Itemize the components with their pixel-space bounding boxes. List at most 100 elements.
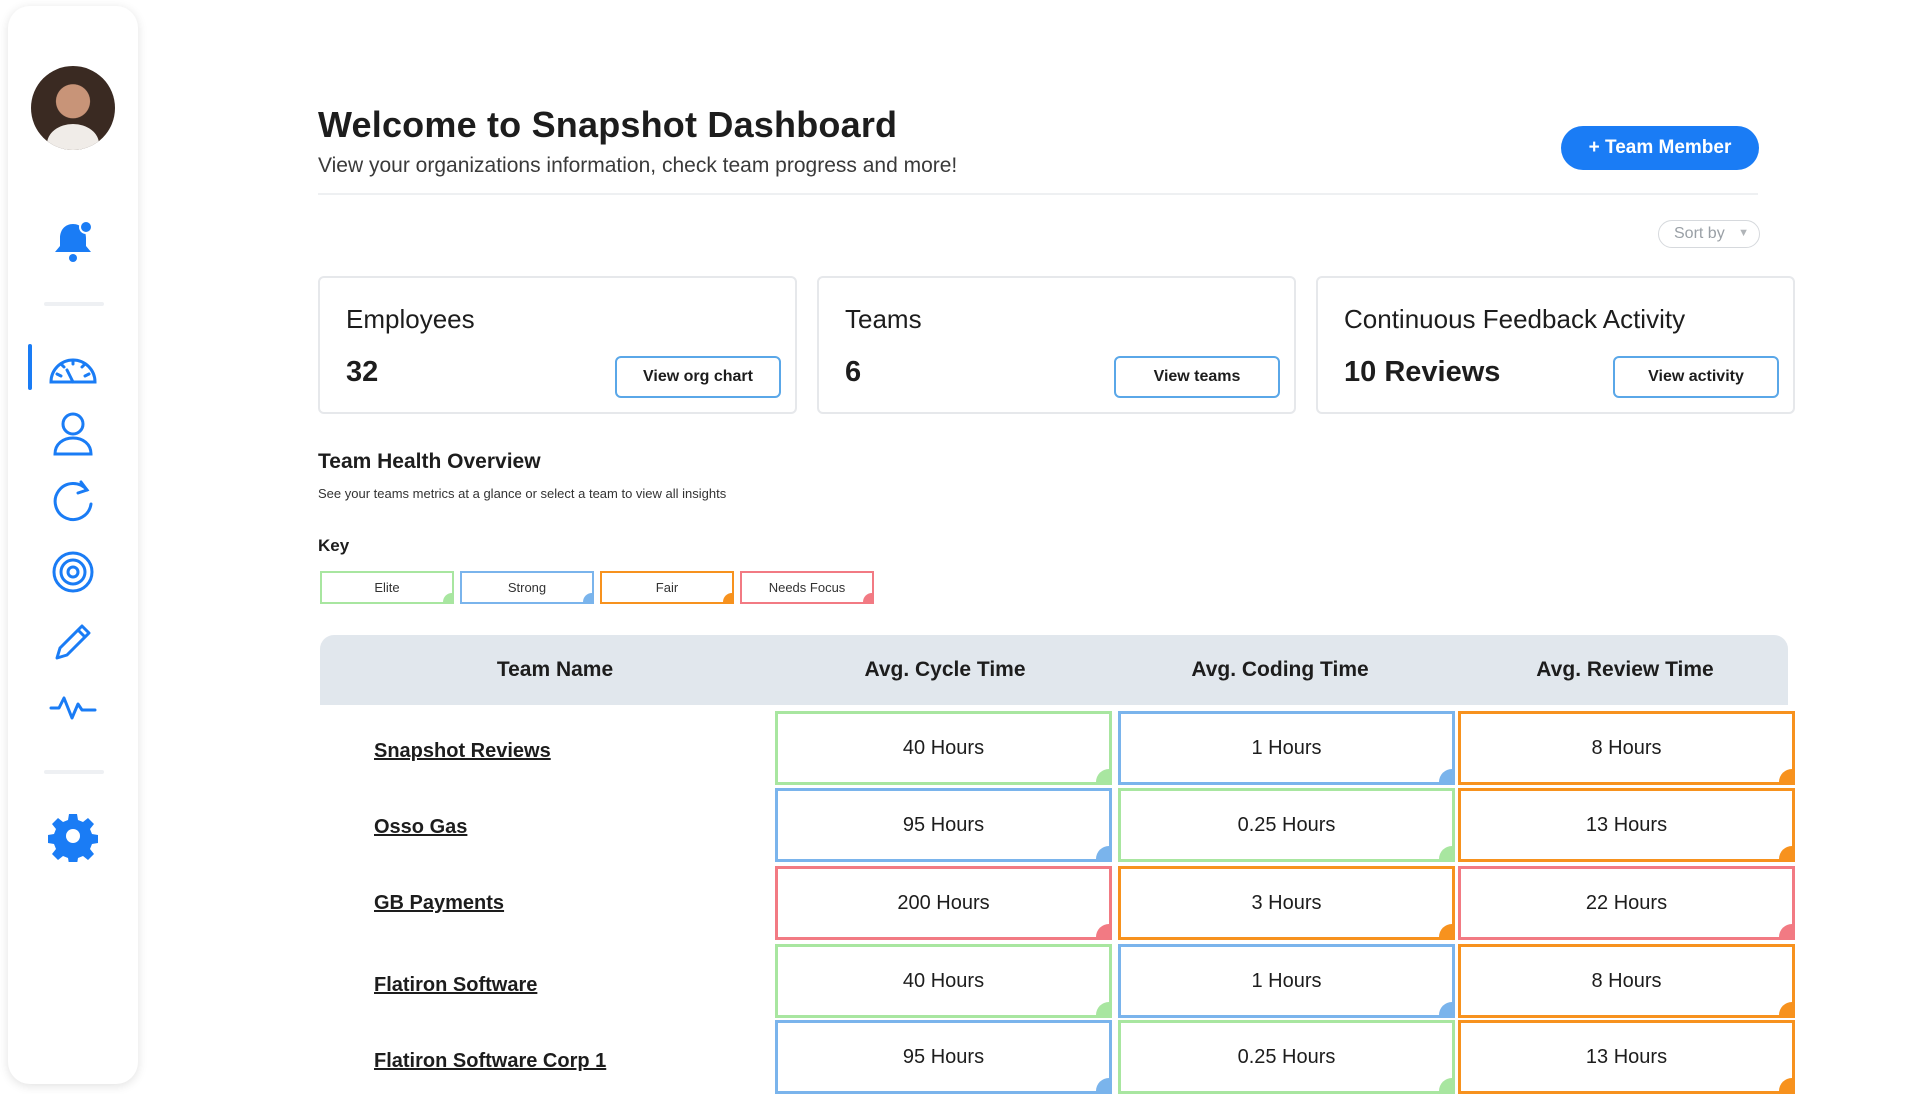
notification-bell-icon[interactable] bbox=[43, 212, 103, 272]
review-time-cell[interactable]: 22 Hours bbox=[1458, 866, 1795, 940]
team-name-link[interactable]: GB Payments bbox=[374, 892, 505, 914]
coding-time-cell[interactable]: 3 Hours bbox=[1118, 866, 1455, 940]
cell-value: 40 Hours bbox=[902, 969, 985, 992]
review-time-cell[interactable]: 8 Hours bbox=[1458, 711, 1795, 785]
level-corner bbox=[1779, 769, 1792, 782]
card-value: 32 bbox=[346, 356, 379, 388]
view-activity-button[interactable]: View activity bbox=[1613, 356, 1779, 398]
level-corner bbox=[1096, 769, 1109, 782]
gear-icon[interactable] bbox=[43, 806, 103, 866]
table-header: Team Name Avg. Cycle Time Avg. Coding Ti… bbox=[320, 635, 1788, 705]
sidebar-divider bbox=[44, 770, 104, 774]
key-chip-label: Needs Focus bbox=[768, 580, 846, 595]
cell-value: 13 Hours bbox=[1585, 1045, 1668, 1068]
cell-value: 8 Hours bbox=[1591, 969, 1662, 992]
level-corner bbox=[1096, 846, 1109, 859]
cell-value: 13 Hours bbox=[1585, 813, 1668, 836]
view-teams-button[interactable]: View teams bbox=[1114, 356, 1280, 398]
page-subtitle: View your organizations information, che… bbox=[318, 154, 958, 177]
column-header[interactable]: Team Name bbox=[496, 658, 614, 681]
sidebar-divider bbox=[44, 302, 104, 306]
column-header[interactable]: Avg. Cycle Time bbox=[864, 658, 1026, 681]
level-corner bbox=[1779, 1002, 1792, 1015]
team-name-link[interactable]: Flatiron Software bbox=[374, 974, 538, 996]
coding-time-cell[interactable]: 1 Hours bbox=[1118, 711, 1455, 785]
cycle-time-cell[interactable]: 95 Hours bbox=[775, 1020, 1112, 1094]
cycle-time-cell[interactable]: 95 Hours bbox=[775, 788, 1112, 862]
level-corner bbox=[1096, 1002, 1109, 1015]
team-name-link[interactable]: Flatiron Software Corp 1 bbox=[374, 1050, 607, 1072]
key-chip-elite: Elite bbox=[320, 571, 454, 604]
level-corner bbox=[1779, 924, 1792, 937]
level-corner bbox=[1779, 1078, 1792, 1091]
key-chip-label: Fair bbox=[655, 580, 679, 595]
review-time-cell[interactable]: 13 Hours bbox=[1458, 788, 1795, 862]
avatar[interactable] bbox=[31, 66, 115, 150]
key-chip-needs-focus: Needs Focus bbox=[740, 571, 874, 604]
pencil-icon[interactable] bbox=[43, 612, 103, 672]
cell-value: 0.25 Hours bbox=[1237, 813, 1336, 836]
add-team-member-button[interactable]: + Team Member bbox=[1561, 126, 1759, 170]
page-title: Welcome to Snapshot Dashboard bbox=[318, 104, 898, 145]
chevron-down-icon: ▼ bbox=[1738, 227, 1749, 239]
dashboard-gauge-icon[interactable] bbox=[43, 338, 103, 398]
level-corner bbox=[1439, 1078, 1452, 1091]
level-corner bbox=[1439, 846, 1452, 859]
card-value: 6 bbox=[845, 356, 862, 388]
key-chip-strong: Strong bbox=[460, 571, 594, 604]
level-corner bbox=[1439, 1002, 1452, 1015]
level-corner bbox=[1779, 846, 1792, 859]
teams-card: Teams 6 View teams bbox=[817, 276, 1296, 414]
coding-time-cell[interactable]: 0.25 Hours bbox=[1118, 1020, 1455, 1094]
sort-by-label: Sort by bbox=[1674, 225, 1725, 242]
key-chip-fair: Fair bbox=[600, 571, 734, 604]
cycle-time-cell[interactable]: 40 Hours bbox=[775, 711, 1112, 785]
coding-time-cell[interactable]: 1 Hours bbox=[1118, 944, 1455, 1018]
team-name-link[interactable]: Snapshot Reviews bbox=[374, 740, 551, 762]
column-header[interactable]: Avg. Review Time bbox=[1536, 658, 1714, 681]
employees-card: Employees 32 View org chart bbox=[318, 276, 797, 414]
level-corner bbox=[443, 593, 452, 602]
level-corner bbox=[583, 593, 592, 602]
cell-value: 3 Hours bbox=[1251, 891, 1322, 914]
coding-time-cell[interactable]: 0.25 Hours bbox=[1118, 788, 1455, 862]
column-header[interactable]: Avg. Coding Time bbox=[1191, 658, 1369, 681]
level-corner bbox=[1096, 924, 1109, 937]
user-icon[interactable] bbox=[43, 404, 103, 464]
active-indicator bbox=[28, 344, 32, 390]
section-subtitle: See your teams metrics at a glance or se… bbox=[318, 486, 727, 501]
cell-value: 22 Hours bbox=[1585, 891, 1668, 914]
sort-by-select[interactable]: Sort by ▼ bbox=[1658, 220, 1760, 248]
level-corner bbox=[1096, 1078, 1109, 1091]
card-label: Teams bbox=[845, 304, 922, 334]
feedback-activity-card: Continuous Feedback Activity 10 Reviews … bbox=[1316, 276, 1795, 414]
key-chip-label: Strong bbox=[507, 580, 547, 595]
card-label: Continuous Feedback Activity bbox=[1344, 304, 1686, 334]
section-title: Team Health Overview bbox=[318, 450, 541, 473]
team-name-link[interactable]: Osso Gas bbox=[374, 816, 468, 838]
key-chip-label: Elite bbox=[374, 580, 400, 595]
key-label: Key bbox=[318, 536, 350, 555]
cell-value: 0.25 Hours bbox=[1237, 1045, 1336, 1068]
view-org-chart-button[interactable]: View org chart bbox=[615, 356, 781, 398]
review-time-cell[interactable]: 8 Hours bbox=[1458, 944, 1795, 1018]
review-time-cell[interactable]: 13 Hours bbox=[1458, 1020, 1795, 1094]
level-corner bbox=[1439, 769, 1452, 782]
activity-pulse-icon[interactable] bbox=[43, 676, 103, 736]
level-corner bbox=[1439, 924, 1452, 937]
level-corner bbox=[863, 593, 872, 602]
cell-value: 95 Hours bbox=[902, 813, 985, 836]
refresh-icon[interactable] bbox=[43, 472, 103, 532]
cell-value: 1 Hours bbox=[1251, 736, 1322, 759]
sidebar bbox=[8, 6, 138, 1084]
cell-value: 95 Hours bbox=[902, 1045, 985, 1068]
card-label: Employees bbox=[346, 304, 475, 334]
target-icon[interactable] bbox=[43, 542, 103, 602]
cell-value: 40 Hours bbox=[902, 736, 985, 759]
cycle-time-cell[interactable]: 40 Hours bbox=[775, 944, 1112, 1018]
level-corner bbox=[723, 593, 732, 602]
card-value: 10 Reviews bbox=[1344, 356, 1501, 388]
cell-value: 1 Hours bbox=[1251, 969, 1322, 992]
cycle-time-cell[interactable]: 200 Hours bbox=[775, 866, 1112, 940]
cell-value: 8 Hours bbox=[1591, 736, 1662, 759]
